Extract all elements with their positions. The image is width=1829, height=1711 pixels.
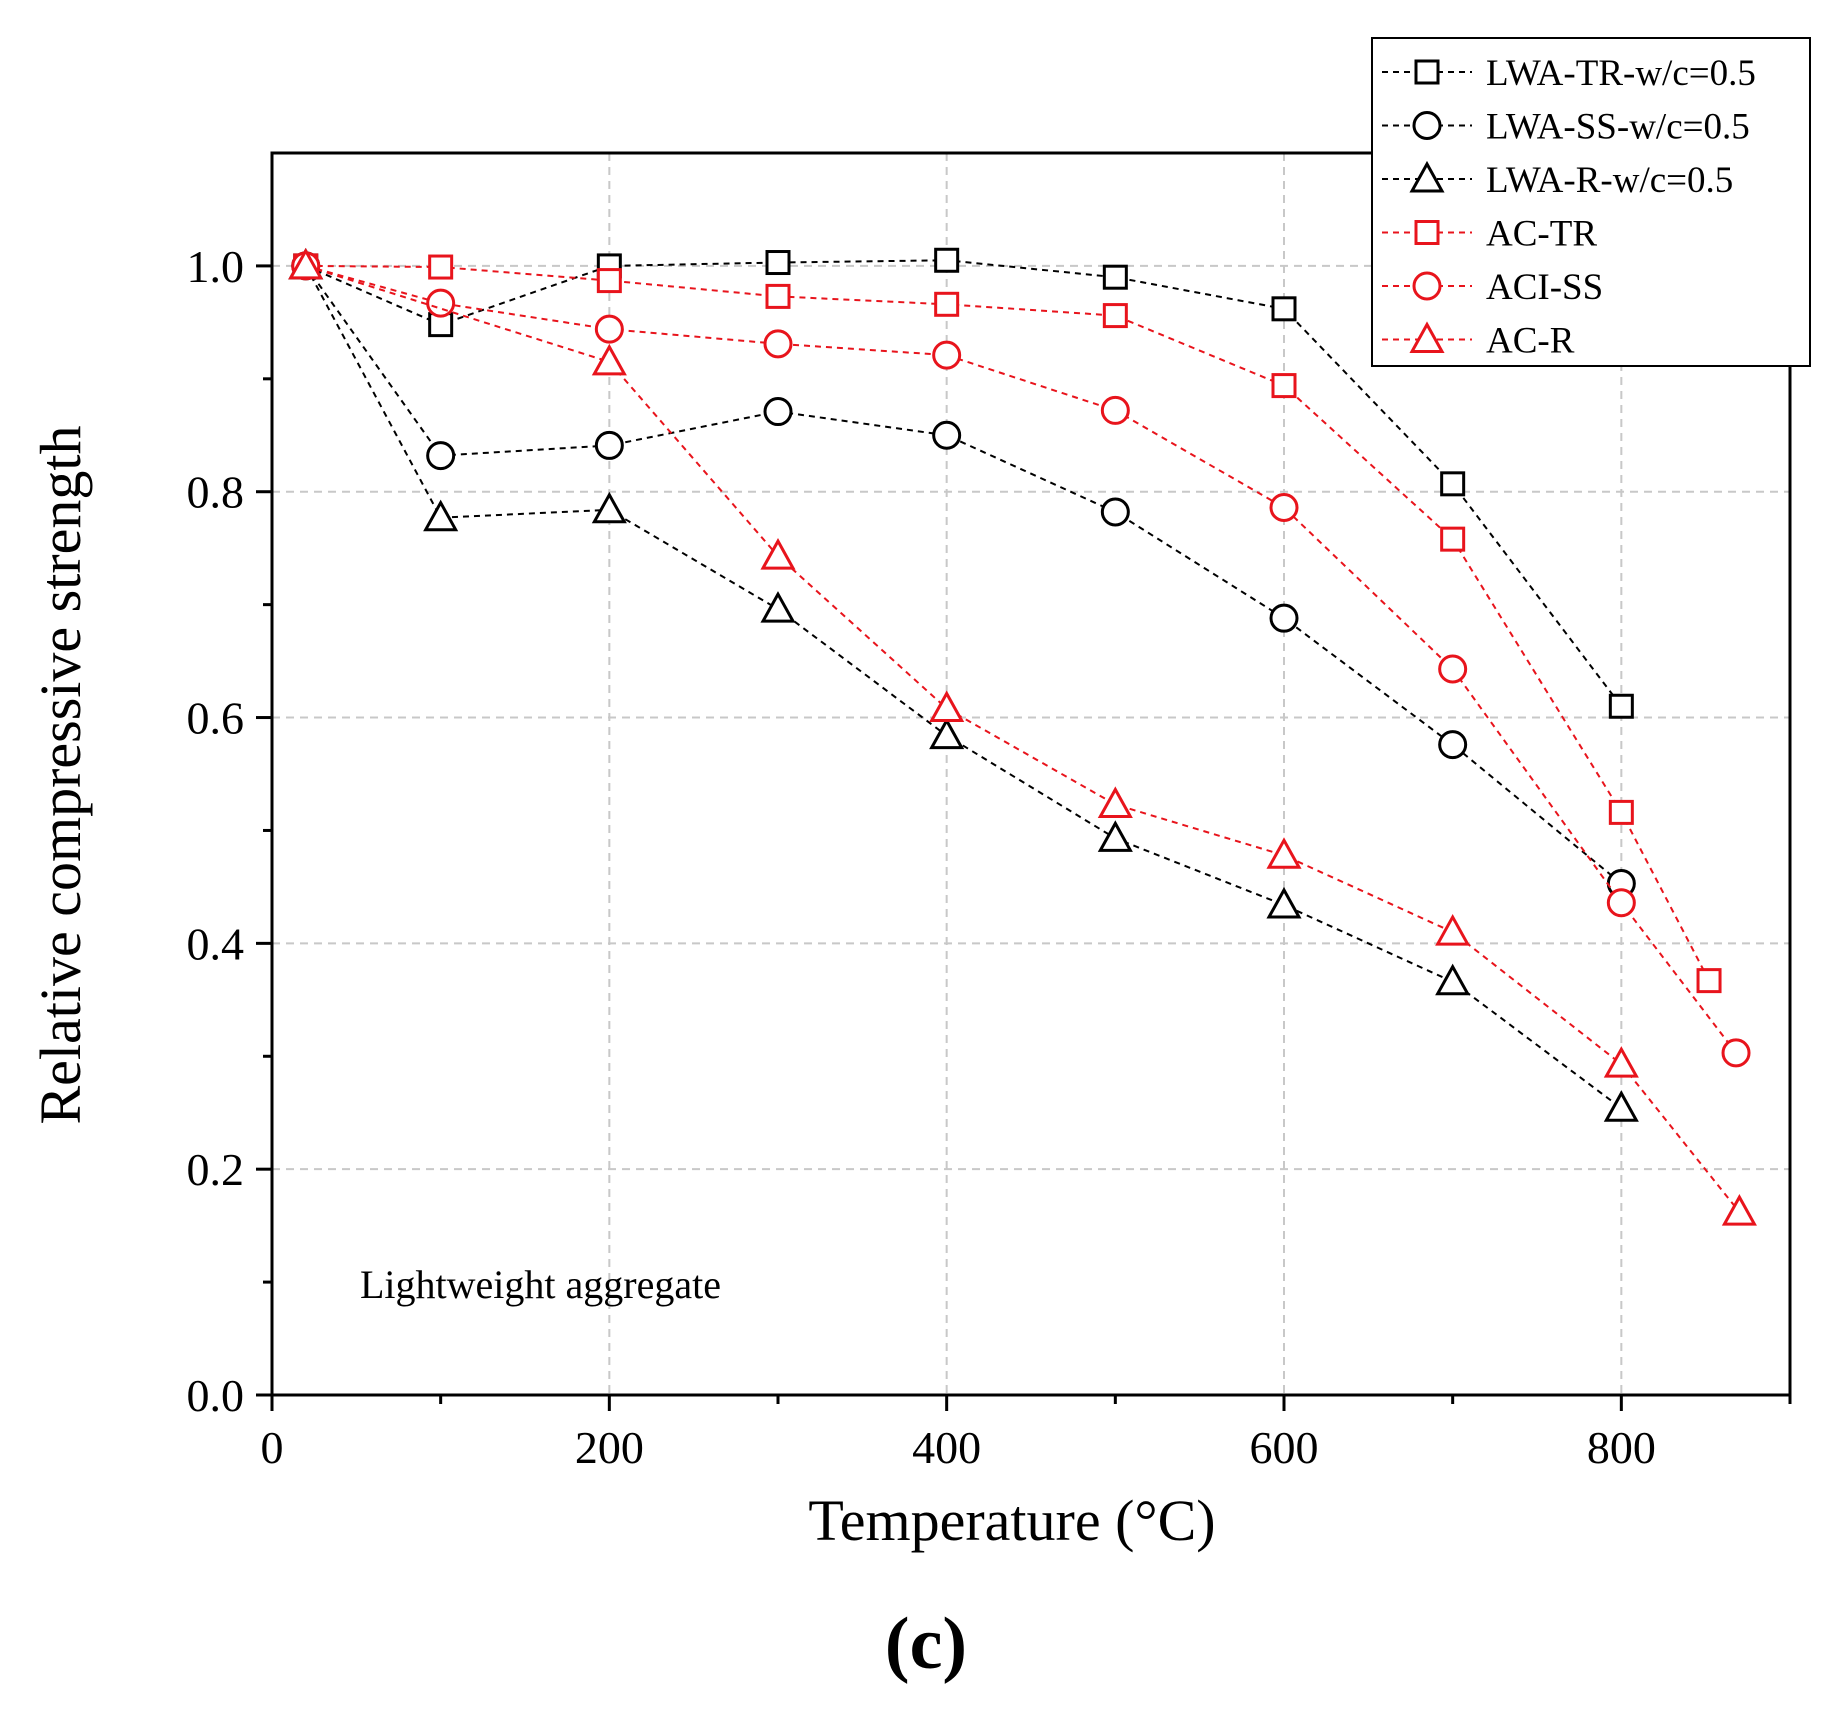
- x-axis-title: Temperature (°C): [808, 1488, 1215, 1553]
- data-point: [760, 537, 796, 570]
- data-point: [1440, 471, 1466, 497]
- data-point: [1440, 526, 1466, 552]
- series-line: [305, 264, 1710, 982]
- series-2: [288, 247, 1639, 1122]
- y-tick-label: 1.0: [187, 241, 245, 292]
- legend-marker: [1414, 220, 1440, 245]
- data-point: [1438, 654, 1468, 684]
- legend-entry: AC-TR: [1382, 214, 1597, 255]
- data-point: [765, 283, 791, 309]
- series-layer: [288, 247, 1757, 1226]
- legend-marker: [1412, 271, 1442, 301]
- series-line: [304, 265, 1622, 885]
- axes: 0 200 400 600 800 0.0 0.2 0.4 0.6 0.8 1.0: [187, 241, 1792, 1473]
- data-point: [929, 717, 965, 750]
- data-point: [1435, 963, 1471, 996]
- data-point: [1608, 693, 1634, 719]
- data-point: [1438, 730, 1468, 760]
- legend-label: LWA-SS-w/c=0.5: [1486, 107, 1750, 148]
- data-point: [934, 247, 960, 273]
- y-tick-label: 0.8: [187, 467, 245, 518]
- data-point: [594, 430, 624, 460]
- data-point: [1696, 968, 1722, 994]
- data-point: [288, 247, 324, 280]
- data-point: [1721, 1193, 1757, 1226]
- data-point: [932, 340, 962, 370]
- legend-label: AC-TR: [1486, 214, 1597, 255]
- panel-label: (c): [885, 1603, 967, 1685]
- data-point: [765, 250, 791, 276]
- x-tick-label: 400: [912, 1422, 981, 1473]
- legend-box: [1371, 37, 1811, 367]
- data-point: [932, 420, 962, 450]
- legend-entry: LWA-TR-w/c=0.5: [1382, 53, 1756, 94]
- legend-label: LWA-TR-w/c=0.5: [1486, 53, 1756, 94]
- y-tick-label: 0.0: [187, 1370, 245, 1421]
- data-point: [428, 254, 454, 280]
- data-point: [1606, 888, 1636, 918]
- data-point: [594, 314, 624, 344]
- legend-marker: [1414, 59, 1440, 85]
- legend-marker: [1409, 321, 1445, 353]
- legend-marker: [1412, 111, 1442, 140]
- data-point: [423, 499, 459, 532]
- data-point: [1102, 303, 1128, 329]
- data-point: [1603, 1090, 1639, 1122]
- y-tick-label: 0.4: [187, 918, 245, 969]
- data-point: [1100, 497, 1130, 527]
- data-point: [760, 591, 796, 623]
- legend-label: AC-R: [1486, 321, 1575, 362]
- data-point: [934, 291, 960, 317]
- data-point: [1097, 820, 1133, 852]
- data-point: [1100, 395, 1130, 425]
- data-point: [1608, 799, 1634, 825]
- data-point: [591, 343, 627, 376]
- legend-label: ACI-SS: [1486, 267, 1603, 308]
- data-point: [426, 288, 456, 318]
- y-tick-label: 0.6: [187, 693, 245, 744]
- series-5: [288, 247, 1757, 1226]
- annotation-lightweight-aggregate: Lightweight aggregate: [360, 1262, 721, 1307]
- data-point: [1266, 837, 1302, 869]
- legend: LWA-TR-w/c=0.5 LWA-SS-w/c=0.5 LWA-R-w/c=0.…: [1371, 37, 1811, 367]
- data-point: [1269, 603, 1299, 633]
- data-point: [1603, 1046, 1639, 1078]
- y-tick-label: 0.2: [187, 1144, 245, 1195]
- data-point: [763, 329, 793, 359]
- x-tick-label: 800: [1587, 1422, 1656, 1473]
- grid: [272, 153, 1790, 1395]
- x-tick-label: 200: [575, 1422, 644, 1473]
- plot-area-frame: [270, 151, 1792, 1397]
- legend-label: LWA-R-w/c=0.5: [1486, 160, 1733, 201]
- data-point: [1266, 886, 1302, 919]
- data-point: [763, 397, 793, 427]
- data-point: [929, 690, 965, 723]
- x-tick-label: 0: [261, 1422, 284, 1473]
- data-point: [596, 268, 622, 294]
- data-point: [1271, 373, 1297, 399]
- legend-entry: LWA-R-w/c=0.5: [1382, 160, 1733, 201]
- data-point: [1271, 296, 1297, 322]
- data-point: [1097, 786, 1133, 818]
- data-point: [426, 441, 456, 471]
- legend-entry: ACI-SS: [1382, 267, 1603, 308]
- x-tick-label: 600: [1250, 1422, 1319, 1473]
- legend-entry: AC-R: [1382, 321, 1575, 362]
- y-axis-title: Relative compressive strength: [28, 425, 93, 1124]
- series-line: [305, 264, 1737, 1054]
- data-point: [1435, 913, 1471, 946]
- data-point: [1721, 1038, 1751, 1068]
- series-line: [305, 264, 1741, 1213]
- data-point: [591, 491, 627, 524]
- data-point: [1269, 493, 1299, 523]
- legend-marker: [1409, 160, 1445, 193]
- legend-entry: LWA-SS-w/c=0.5: [1382, 107, 1750, 148]
- data-point: [1102, 264, 1128, 290]
